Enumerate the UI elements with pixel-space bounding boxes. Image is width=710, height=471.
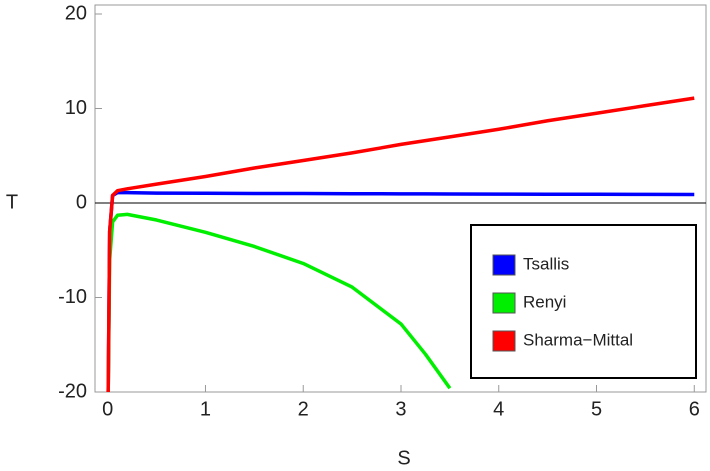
legend-label: Sharma−Mittal: [523, 330, 633, 349]
y-tick-label: 10: [65, 97, 87, 119]
y-tick-label: -20: [58, 380, 87, 402]
x-tick-label: 0: [102, 398, 113, 420]
x-tick-label: 4: [493, 398, 504, 420]
x-tick-label: 2: [298, 398, 309, 420]
x-axis-label: S: [397, 447, 410, 469]
x-tick-label: 6: [689, 398, 700, 420]
y-tick-label: 20: [65, 2, 87, 24]
legend: Tsallis Renyi Sharma−Mittal: [470, 224, 697, 379]
y-tick-label: -10: [58, 286, 87, 308]
series-line: [106, 212, 452, 392]
x-tick-label: 1: [200, 398, 211, 420]
legend-label: Tsallis: [523, 254, 569, 273]
legend-swatch: [492, 330, 516, 352]
y-tick-label: 0: [76, 191, 87, 213]
x-tick-label: 3: [395, 398, 406, 420]
legend-swatch: [492, 292, 516, 314]
x-tick-label: 5: [591, 398, 602, 420]
legend-swatch: [492, 254, 516, 276]
y-axis-label: T: [6, 191, 18, 213]
legend-label: Renyi: [523, 292, 566, 311]
series-line: [106, 96, 695, 392]
